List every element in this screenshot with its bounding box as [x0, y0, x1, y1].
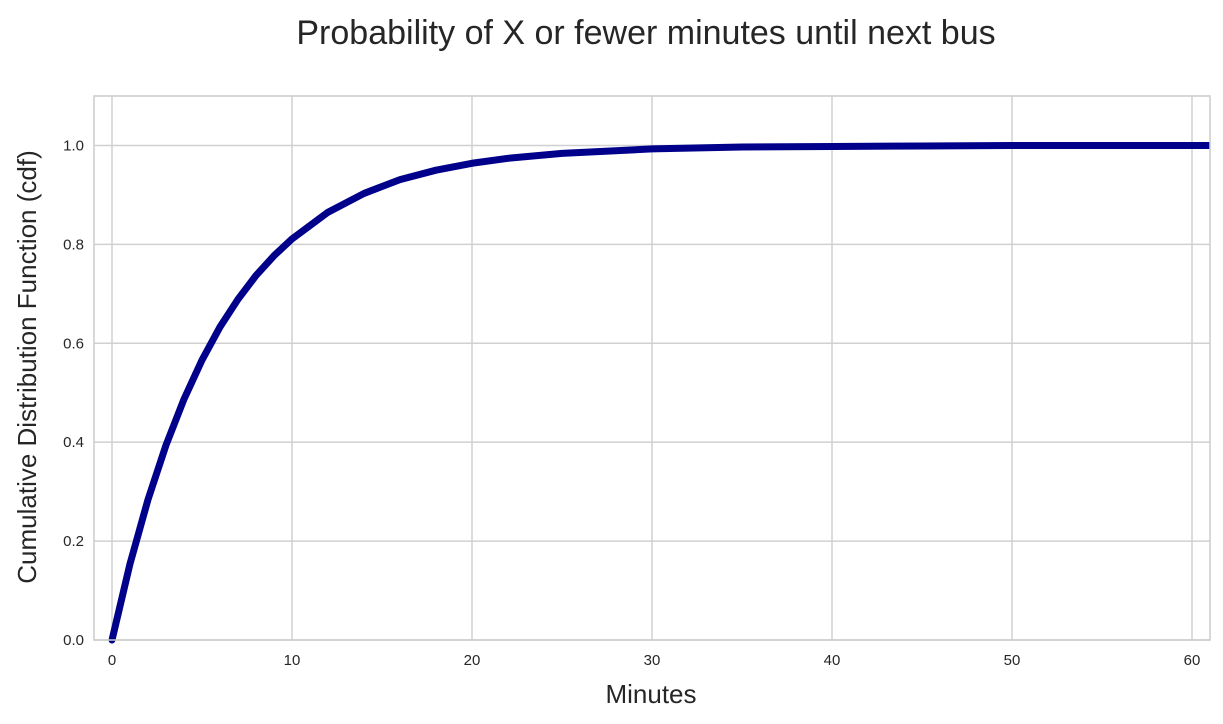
y-tick-label: 0.8: [63, 236, 84, 253]
x-tick-label: 10: [284, 652, 301, 669]
x-tick-label: 30: [644, 652, 661, 669]
y-tick-label: 0.6: [63, 335, 84, 352]
x-tick-label: 40: [824, 652, 841, 669]
y-tick-label: 0.2: [63, 533, 84, 550]
y-axis-label: Cumulative Distribution Function (cdf): [12, 150, 42, 584]
grid: [94, 96, 1210, 641]
x-tick-label: 20: [464, 652, 481, 669]
x-tick-label: 0: [108, 652, 116, 669]
plot-frame: [93, 95, 1211, 641]
x-axis-label: Minutes: [605, 679, 696, 709]
y-tick-label: 0.4: [63, 434, 84, 451]
y-tick-label: 0.0: [63, 632, 84, 649]
chart-title: Probability of X or fewer minutes until …: [296, 14, 995, 52]
y-tick-label: 1.0: [63, 137, 84, 154]
series-layer: [108, 141, 1210, 644]
cdf-line: [108, 141, 1210, 644]
tick-labels: 0 10 20 30 40 50 60 0.0 0.2 0.4 0.6 0.8 1.0: [63, 137, 1200, 669]
x-tick-label: 60: [1184, 652, 1201, 669]
x-tick-label: 50: [1004, 652, 1021, 669]
